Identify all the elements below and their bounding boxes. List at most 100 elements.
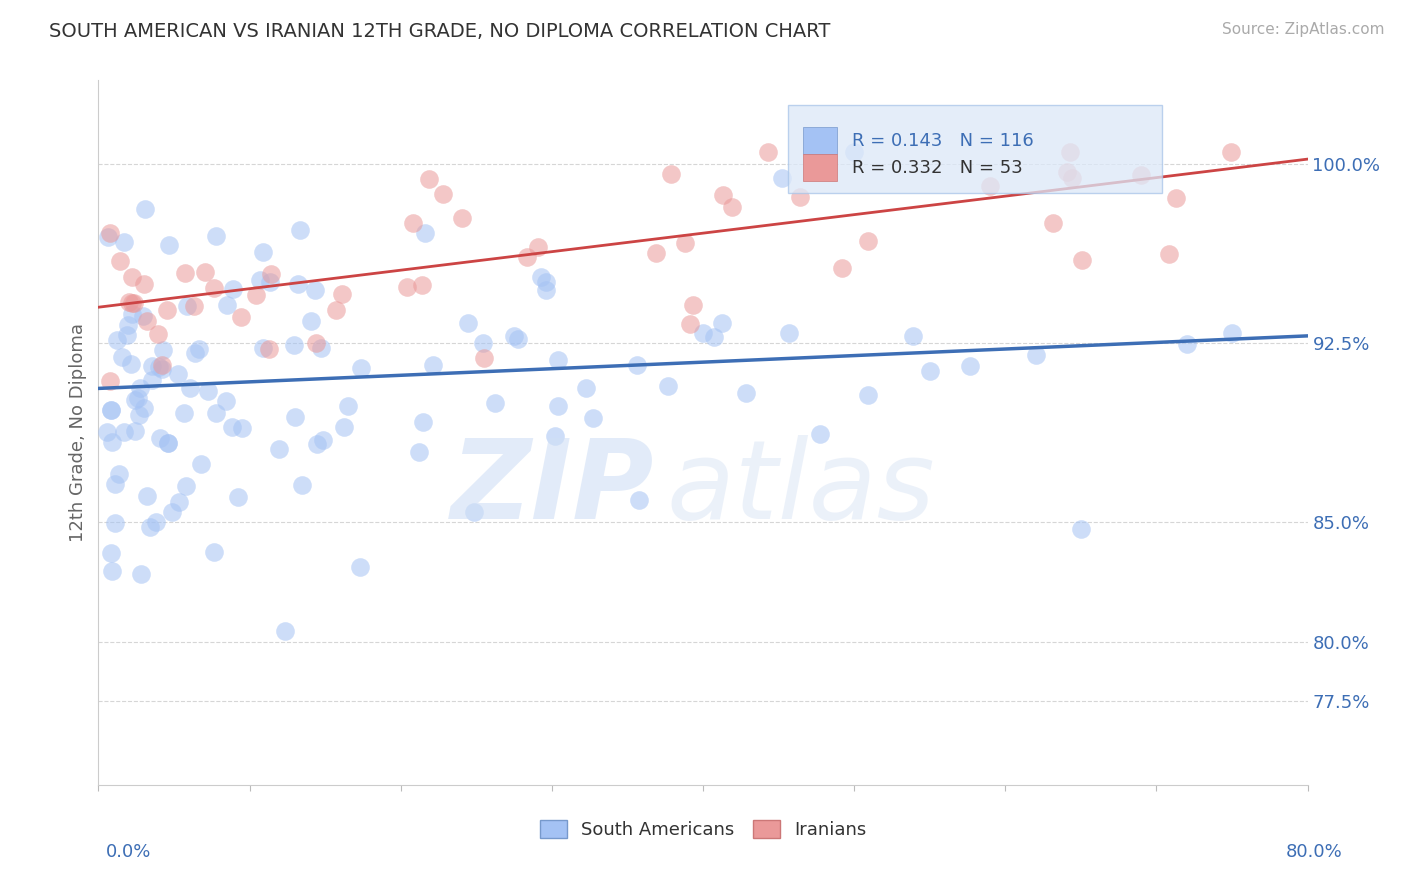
Point <box>100 403 122 417</box>
Point <box>1060 170 1083 185</box>
Point <box>703 330 725 344</box>
Point <box>152 362 174 376</box>
Point <box>202 281 225 295</box>
Point <box>305 436 328 450</box>
Point <box>131 566 153 581</box>
Point <box>1070 522 1092 536</box>
Point <box>141 359 163 373</box>
Point <box>679 317 702 331</box>
Point <box>128 381 150 395</box>
Point <box>418 172 440 186</box>
Point <box>534 275 557 289</box>
Point <box>288 223 311 237</box>
Point <box>108 253 131 268</box>
Point <box>121 296 143 310</box>
Point <box>226 490 249 504</box>
Point <box>112 235 135 249</box>
FancyBboxPatch shape <box>787 105 1163 193</box>
Text: 80.0%: 80.0% <box>1286 843 1343 861</box>
Point <box>112 425 135 439</box>
Point <box>108 467 131 482</box>
Point <box>721 200 744 214</box>
Point <box>149 431 172 445</box>
FancyBboxPatch shape <box>803 128 837 154</box>
Point <box>134 202 156 217</box>
Point <box>735 386 758 401</box>
Point <box>131 309 153 323</box>
Point <box>309 341 332 355</box>
Point <box>336 399 359 413</box>
Point <box>1042 216 1064 230</box>
Point <box>105 333 128 347</box>
Point <box>156 303 179 318</box>
Point <box>120 357 142 371</box>
Point <box>502 329 524 343</box>
Y-axis label: 12th Grade, No Diploma: 12th Grade, No Diploma <box>69 323 87 542</box>
Point <box>124 425 146 439</box>
Point <box>98 226 121 240</box>
Point <box>249 273 271 287</box>
Point <box>312 434 335 448</box>
Point <box>530 269 553 284</box>
Point <box>259 276 281 290</box>
Point <box>527 240 550 254</box>
Point <box>333 420 356 434</box>
Point <box>156 435 179 450</box>
Point <box>287 277 309 291</box>
Point <box>215 393 238 408</box>
Point <box>145 515 167 529</box>
Point <box>136 314 159 328</box>
Point <box>682 298 704 312</box>
Point <box>547 399 569 413</box>
Point <box>547 353 569 368</box>
Point <box>856 388 879 402</box>
Point <box>673 236 696 251</box>
Point <box>152 343 174 357</box>
Point <box>173 266 195 280</box>
Point <box>269 442 291 457</box>
Text: 0.0%: 0.0% <box>105 843 150 861</box>
Point <box>202 545 225 559</box>
Point <box>463 505 485 519</box>
Point <box>657 379 679 393</box>
Point <box>1166 191 1188 205</box>
Point <box>100 403 122 417</box>
Point <box>179 381 201 395</box>
Point <box>98 374 121 388</box>
Point <box>1059 145 1081 159</box>
Point <box>252 244 274 259</box>
Point <box>157 436 180 450</box>
Point <box>457 316 479 330</box>
Point <box>710 316 733 330</box>
Text: SOUTH AMERICAN VS IRANIAN 12TH GRADE, NO DIPLOMA CORRELATION CHART: SOUTH AMERICAN VS IRANIAN 12TH GRADE, NO… <box>49 22 831 41</box>
Point <box>979 179 1001 194</box>
Point <box>304 283 326 297</box>
Point <box>432 186 454 201</box>
Text: R = 0.332   N = 53: R = 0.332 N = 53 <box>852 159 1022 177</box>
Point <box>858 235 880 249</box>
Point <box>772 171 794 186</box>
Point <box>260 267 283 281</box>
Text: Source: ZipAtlas.com: Source: ZipAtlas.com <box>1222 22 1385 37</box>
Point <box>184 345 207 359</box>
Point <box>176 299 198 313</box>
Point <box>901 329 924 343</box>
Point <box>711 187 734 202</box>
Point <box>283 409 305 424</box>
Point <box>575 381 598 395</box>
Point <box>257 342 280 356</box>
Point <box>117 328 139 343</box>
Point <box>162 505 184 519</box>
Point <box>1157 246 1180 260</box>
Point <box>217 298 239 312</box>
Point <box>544 428 567 442</box>
Point <box>157 238 180 252</box>
Point <box>626 358 648 372</box>
Point <box>111 351 134 365</box>
Point <box>959 359 981 373</box>
Point <box>127 391 149 405</box>
Point <box>139 520 162 534</box>
Point <box>100 546 122 560</box>
Point <box>150 358 173 372</box>
Text: ZIP: ZIP <box>451 435 655 542</box>
